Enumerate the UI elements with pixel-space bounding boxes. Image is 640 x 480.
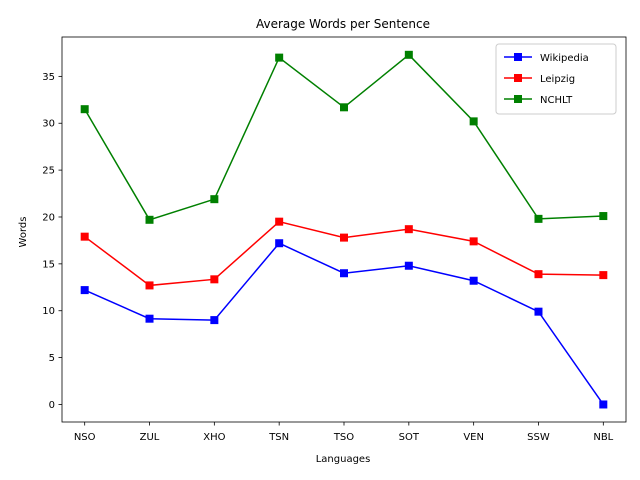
data-point-leipzig: [534, 270, 543, 279]
x-tick-label: VEN: [463, 432, 484, 443]
x-tick-label: XHO: [203, 432, 225, 443]
plot-area: [80, 50, 608, 409]
legend-marker-leipzig: [514, 74, 522, 82]
axes: NSO ZUL XHO TSN TSO SOT VEN SSW NBL 0 5 10 15 20 25 30 3…: [42, 36, 627, 443]
data-point-leipzig: [145, 281, 154, 290]
chart-title: Average Words per Sentence: [256, 17, 430, 31]
data-point-nchlt: [145, 215, 154, 224]
legend-box: [495, 43, 617, 115]
x-tick-label: SOT: [399, 432, 420, 443]
data-point-wikipedia: [80, 286, 89, 295]
x-tick-label: NBL: [593, 432, 613, 443]
data-point-wikipedia: [469, 276, 478, 285]
data-point-nchlt: [340, 103, 348, 112]
data-point-nchlt: [534, 214, 543, 223]
data-point-nchlt: [80, 105, 89, 114]
data-point-wikipedia: [599, 400, 608, 409]
y-tick-label: 25: [42, 166, 55, 177]
legend-marker-wikipedia: [514, 53, 522, 61]
data-point-nchlt: [469, 117, 478, 126]
y-tick-label: 0: [49, 400, 55, 411]
y-axis-label: Words: [18, 217, 29, 248]
legend-label-nchlt: NCHLT: [540, 95, 573, 106]
data-point-nchlt: [599, 212, 608, 221]
data-point-nchlt: [210, 195, 219, 204]
y-tick-label: 35: [42, 72, 55, 83]
data-point-nchlt: [404, 50, 413, 59]
data-point-wikipedia: [404, 261, 413, 270]
data-point-leipzig: [210, 275, 219, 284]
data-point-leipzig: [340, 233, 348, 242]
y-tick-label: 30: [42, 119, 55, 130]
x-tick-label: TSN: [268, 432, 289, 443]
y-tick-label: 5: [49, 353, 55, 364]
y-tick-label: 10: [42, 306, 55, 317]
x-tick-label: TSO: [333, 432, 354, 443]
data-point-leipzig: [275, 217, 284, 226]
x-tick-label: ZUL: [140, 432, 160, 443]
legend-label-wikipedia: Wikipedia: [540, 53, 589, 64]
data-point-leipzig: [404, 225, 413, 234]
data-point-wikipedia: [534, 307, 543, 316]
data-point-wikipedia: [210, 316, 219, 325]
data-point-leipzig: [80, 232, 89, 241]
data-point-wikipedia: [145, 314, 154, 323]
data-point-wikipedia: [275, 239, 284, 248]
data-point-wikipedia: [340, 269, 348, 278]
x-axis-label: Languages: [316, 454, 371, 465]
data-point-leipzig: [599, 271, 608, 280]
x-tick-label: NSO: [74, 432, 96, 443]
x-tick-label: SSW: [527, 432, 550, 443]
data-point-nchlt: [275, 53, 284, 62]
y-tick-label: 15: [42, 259, 55, 270]
legend: Wikipedia Leipzig NCHLT: [495, 43, 617, 115]
y-tick-label: 20: [42, 212, 55, 223]
legend-label-leipzig: Leipzig: [540, 74, 575, 85]
data-point-leipzig: [469, 237, 478, 246]
legend-marker-nchlt: [514, 95, 522, 103]
